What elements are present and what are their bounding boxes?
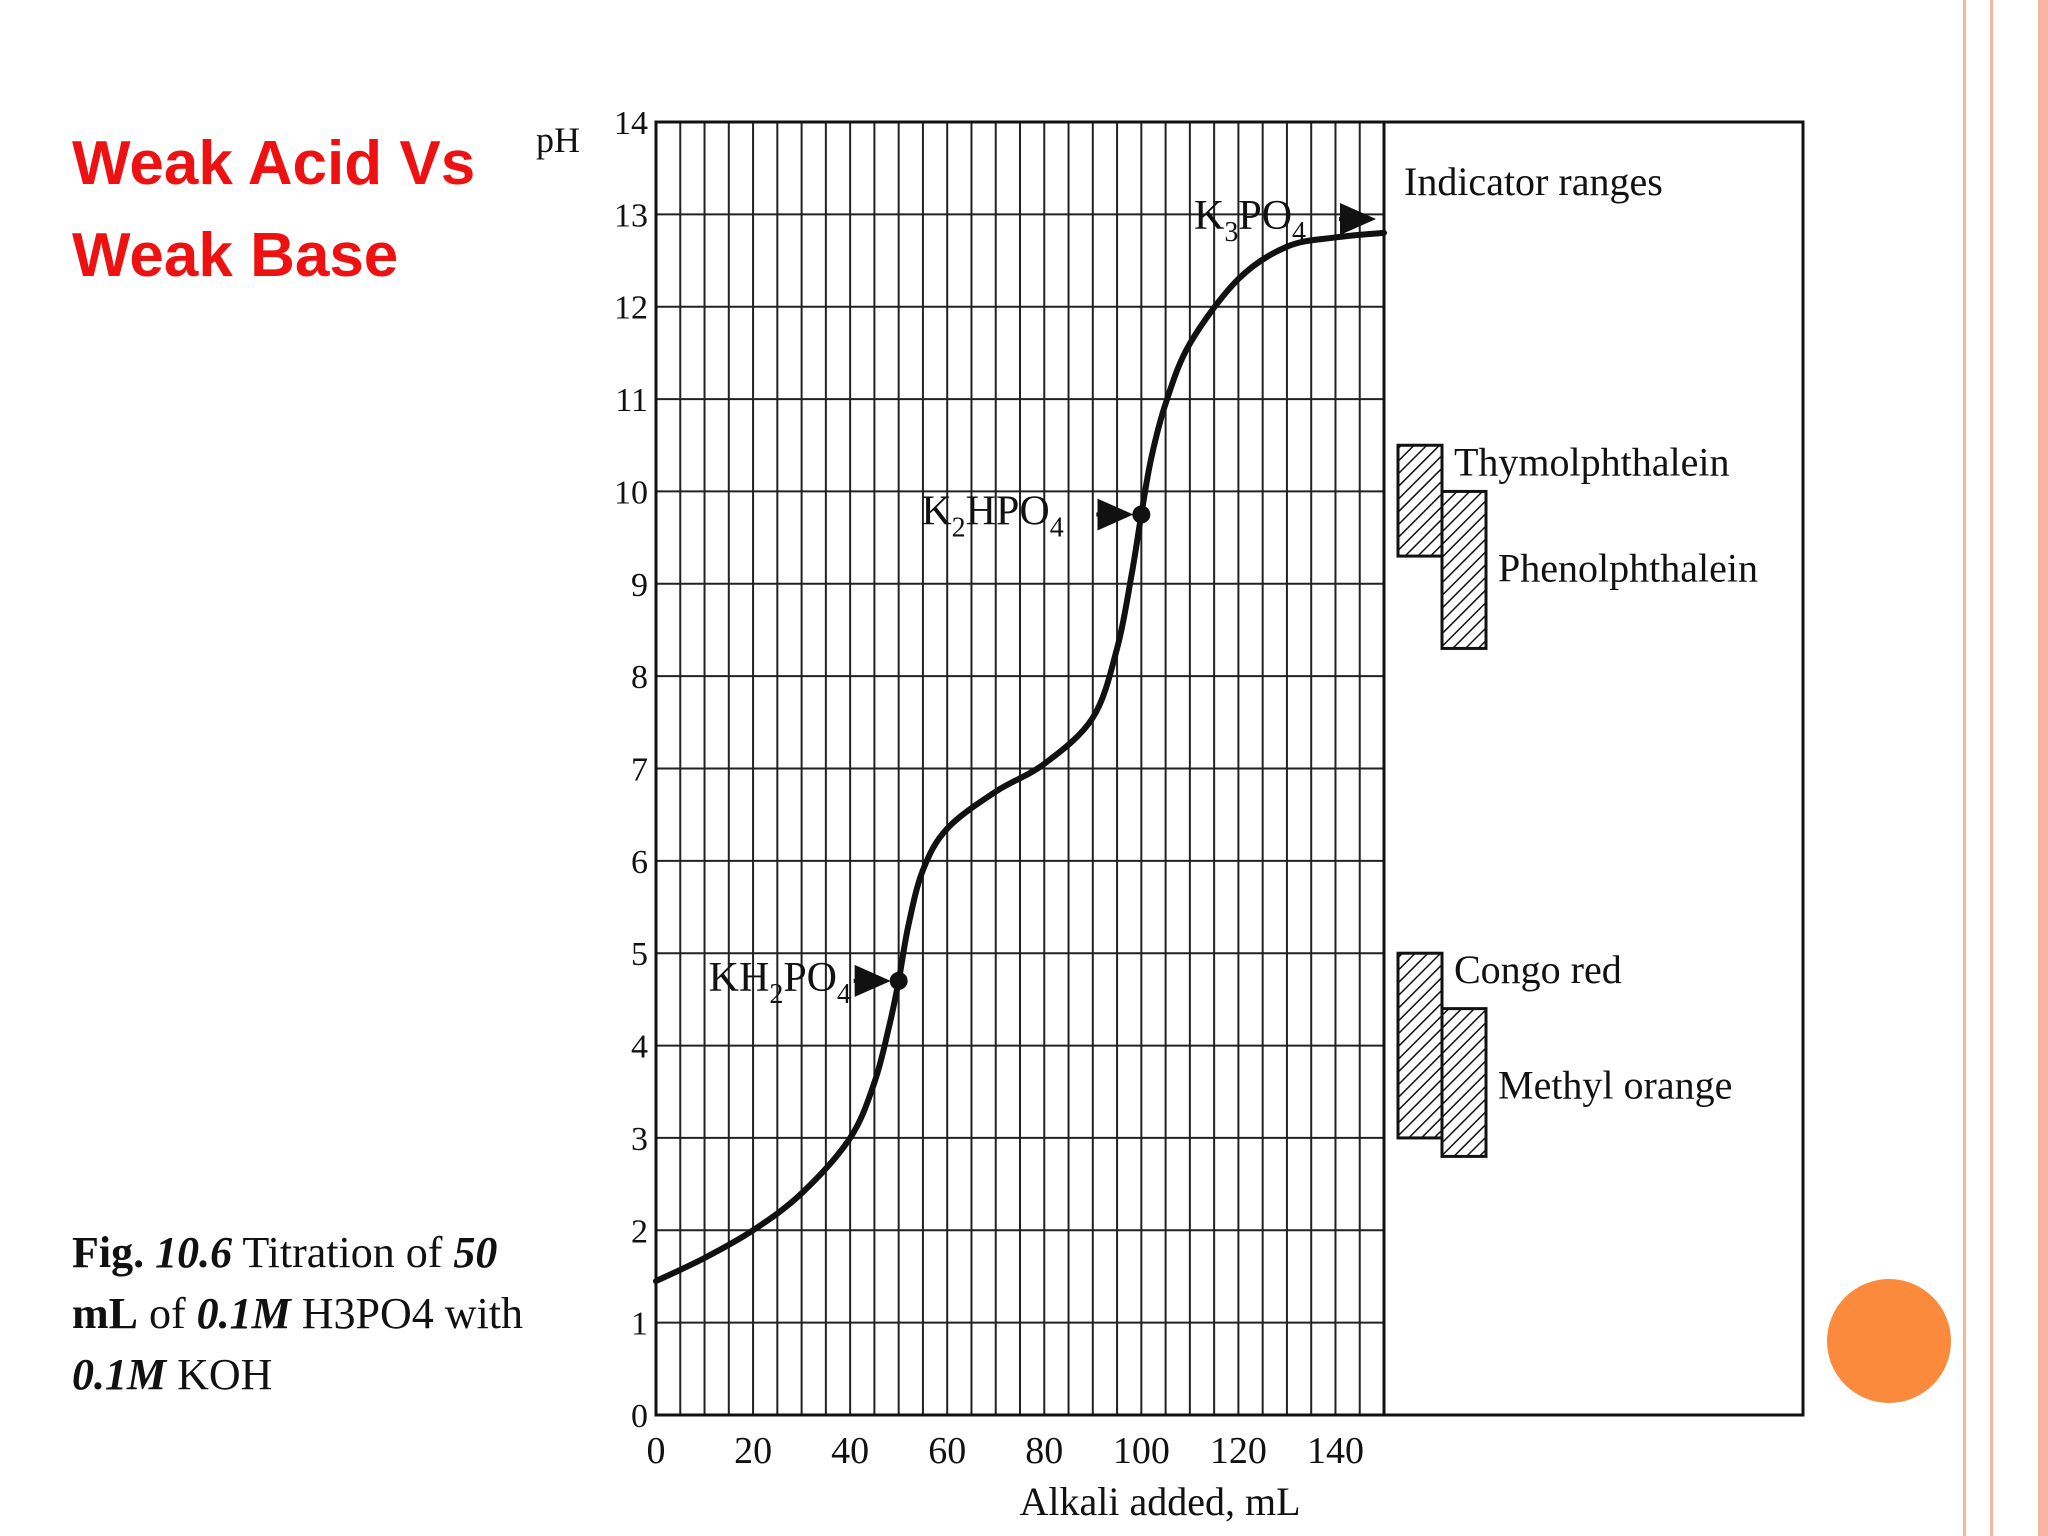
slide-border-inner	[1963, 0, 1966, 1536]
y-tick-label: 8	[631, 659, 648, 696]
caption-t3: H3PO4 with	[290, 1289, 524, 1338]
y-tick-label: 0	[631, 1398, 648, 1435]
indicator-range-bar	[1396, 951, 1444, 1140]
caption-fig: Fig.	[72, 1228, 145, 1277]
annotation-label: KH2PO4	[709, 955, 891, 1010]
equivalence-point-marker	[1132, 505, 1151, 524]
indicator-panel-title: Indicator ranges	[1404, 159, 1663, 204]
x-axis-label: Alkali added, mL	[1019, 1479, 1300, 1524]
x-tick-label: 100	[1113, 1430, 1170, 1472]
annotation-label: K2HPO4	[921, 489, 1134, 544]
y-tick-label: 12	[614, 290, 648, 327]
caption-num: 10.6	[155, 1228, 233, 1277]
y-tick-label: 13	[614, 197, 648, 234]
slide-title: Weak Acid Vs Weak Base	[72, 118, 512, 302]
plot-frame	[654, 120, 1805, 1417]
indicator-label: Phenolphthalein	[1498, 545, 1758, 590]
y-tick-label: 5	[631, 936, 648, 973]
annotation-text: K3PO4	[1194, 193, 1306, 248]
x-tick-label: 20	[734, 1430, 772, 1472]
figure-caption: Fig. 10.6 Titration of 50 mL of 0.1M H3PO…	[72, 1222, 592, 1405]
caption-t4: KOH	[166, 1350, 273, 1399]
y-tick-label: 7	[631, 752, 648, 789]
chart-series	[653, 229, 1387, 1285]
y-axis-label: pH	[536, 120, 580, 160]
slide-title-line2: Weak Base	[72, 221, 399, 290]
y-tick-label: 9	[631, 567, 648, 604]
caption-t1: Titration of	[232, 1228, 454, 1277]
chart-axes	[654, 120, 1805, 1417]
indicator-range-bar	[1440, 489, 1488, 650]
caption-conc1: 0.1M	[196, 1289, 291, 1338]
y-tick-label: 14	[614, 105, 648, 142]
decorative-circle	[1827, 1279, 1951, 1403]
x-tick-label: 120	[1210, 1430, 1267, 1472]
chart-grid	[656, 122, 1384, 1415]
equivalence-point-marker	[889, 971, 908, 990]
y-tick-label: 1	[631, 1306, 648, 1343]
indicator-range-bar	[1440, 1007, 1488, 1158]
annotation-text: K2HPO4	[921, 489, 1063, 544]
caption-unit: mL	[72, 1289, 138, 1338]
y-tick-label: 4	[631, 1029, 648, 1066]
x-tick-label: 140	[1307, 1430, 1364, 1472]
y-tick-label: 6	[631, 844, 648, 881]
indicator-range-bar	[1396, 443, 1444, 558]
chart-annotations: KH2PO4 K2HPO4 K3PO4	[709, 193, 1376, 1010]
titration-curve	[653, 229, 1387, 1285]
slide-border-outer	[2038, 0, 2048, 1536]
y-tick-label: 11	[615, 382, 648, 419]
indicator-label: Thymolphthalein	[1454, 439, 1730, 484]
x-tick-label: 0	[647, 1430, 666, 1472]
x-tick-label: 80	[1025, 1430, 1063, 1472]
x-tick-label: 40	[831, 1430, 869, 1472]
annotation-text: KH2PO4	[709, 955, 851, 1010]
indicator-label: Methyl orange	[1498, 1063, 1732, 1108]
caption-conc2: 0.1M	[72, 1350, 167, 1399]
annotation-label: K3PO4	[1194, 193, 1376, 248]
y-tick-label: 3	[631, 1121, 648, 1158]
indicator-panel: Indicator ranges Thymolphthalein Phenolpht…	[1396, 159, 1758, 1158]
slide-title-line1: Weak Acid Vs	[72, 129, 476, 198]
indicator-label: Congo red	[1454, 947, 1622, 992]
caption-t2: of	[138, 1289, 197, 1338]
y-tick-label: 10	[614, 474, 648, 511]
x-tick-label: 60	[928, 1430, 966, 1472]
slide-border-mid	[1990, 0, 1993, 1536]
caption-vol: 50	[453, 1228, 498, 1277]
y-tick-label: 2	[631, 1213, 648, 1250]
